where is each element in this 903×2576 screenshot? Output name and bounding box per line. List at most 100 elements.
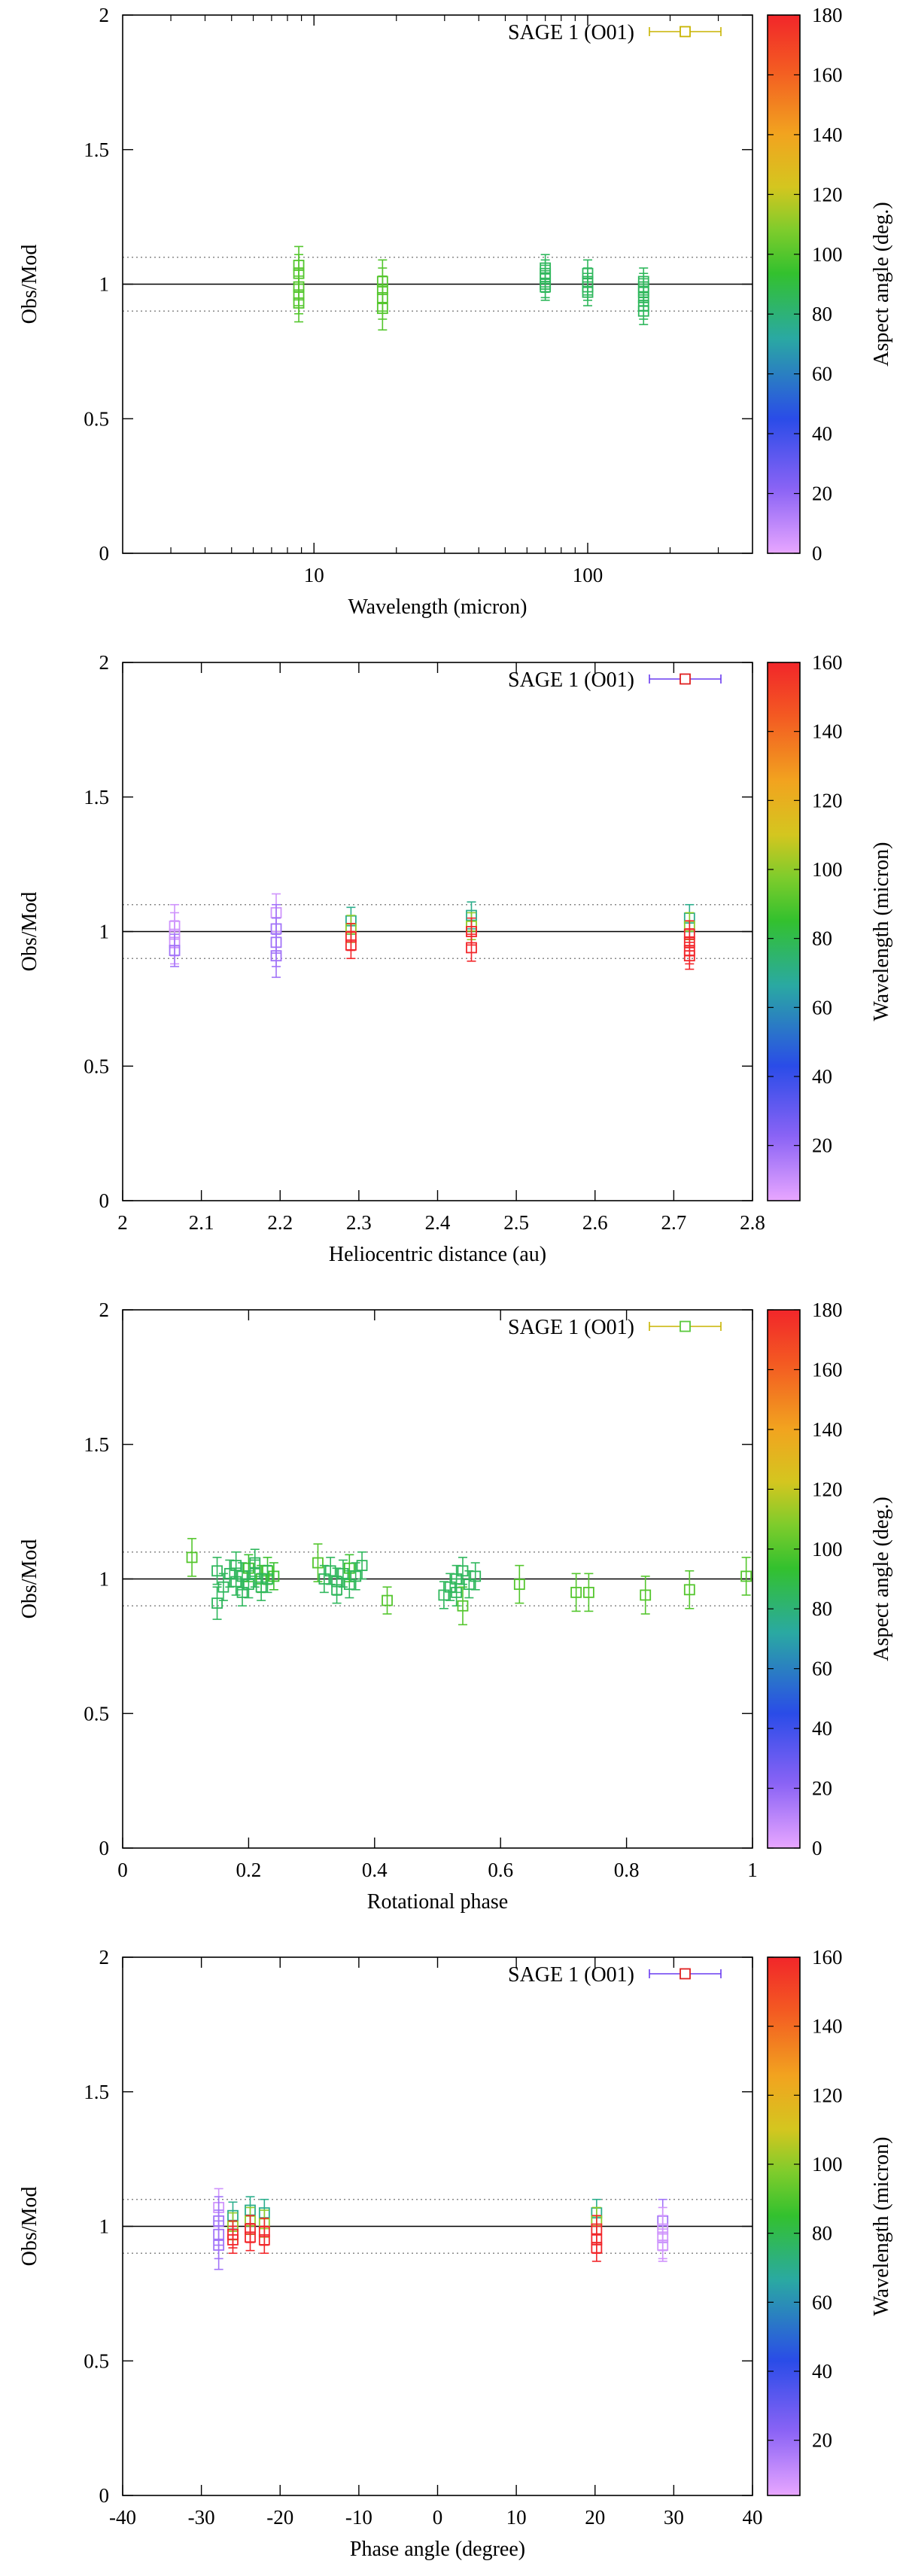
y-axis-label: Obs/Mod [18,245,41,324]
colorbar-tick-label: 80 [812,927,832,950]
data-point [324,1557,336,1585]
marker-square [683,1584,695,1596]
x-tick-label: 2.1 [189,1211,214,1234]
data-point [293,283,305,323]
data-point [376,286,388,331]
colorbar-tick-label: 20 [812,1134,832,1157]
y-tick-label: 1 [99,921,110,943]
colorbar-tick-label: 140 [812,123,843,146]
marker-square [211,1597,223,1609]
marker-square [637,305,649,317]
colorbar-tick-label: 40 [812,2360,832,2383]
colorbar-gradient [767,1309,801,1849]
marker-square [318,1573,330,1585]
data-point [540,273,552,301]
x-tick-label: -10 [345,2506,372,2529]
y-tick-label: 0 [99,1189,110,1212]
y-tick-label: 0.5 [84,2349,109,2372]
y-tick-label: 1 [99,2215,110,2238]
x-tick-label: 2 [117,1211,128,1234]
data-point [186,1538,198,1577]
marker-square [570,1586,582,1598]
legend-marker [680,1968,691,1980]
data-point [350,1562,362,1591]
x-axis-label: Phase angle (degree) [350,2538,525,2561]
data-point [227,2225,239,2255]
data-point [683,1570,695,1609]
y-tick-label: 2 [99,1946,110,1969]
chart-panel-2: 0 0.5 1 1.5 2 2 2.1 2.2 2.3 2.4 2.5 2.6 2.7 2.8 Helioc… [18,651,893,1266]
x-tick-label: 40 [743,2506,763,2529]
x-tick-label: 2.2 [267,1211,293,1234]
colorbar-tick-label: 60 [812,2291,832,2313]
marker-square [223,1567,236,1579]
colorbar-tick-label: 0 [812,542,822,565]
colorbar-tick-label: 140 [812,1418,843,1441]
data-point [591,2233,603,2262]
x-tick-label: 2.6 [582,1211,608,1234]
y-tick-label: 1.5 [84,1433,109,1456]
legend: SAGE 1 (O01) [508,21,722,44]
x-axis-label: Heliocentric distance (au) [329,1243,546,1266]
colorbar-tick-label: 40 [812,1065,832,1088]
legend-marker [680,26,691,38]
colorbar-tick-label: 20 [812,483,832,505]
colorbar-tick-label: 20 [812,2429,832,2452]
legend-label: SAGE 1 (O01) [508,668,634,692]
data-point [451,1578,463,1607]
data-point [262,1564,273,1594]
colorbar-tick-label: 100 [812,1538,843,1561]
colorbar-tick-label: 20 [812,1777,832,1800]
x-tick-label: 10 [304,564,324,586]
colorbar-tick-label: 160 [812,63,843,86]
colorbar-tick-label: 100 [812,243,843,266]
colorbar: 0 20 40 60 80 100 120 140 160 180 Aspect angle (de… [767,4,893,565]
marker-square [230,1560,242,1572]
x-tick-label: 1 [747,1859,758,1881]
colorbar-label: Aspect angle (deg.) [870,1497,893,1661]
x-tick-label: -30 [188,2506,215,2529]
x-tick-label: -40 [109,2506,136,2529]
chart-panel-1: 0 0.5 1 1.5 2 10 100 Wavelength (micron) Obs/Mod… [18,4,893,619]
x-axis-label: Wavelength (micron) [348,595,528,619]
chart-panel-4: 0 0.5 1 1.5 2 -40 -30 -20 -10 0 10 20 30 40 Phase angl… [18,1946,893,2561]
legend-label: SAGE 1 (O01) [508,21,634,44]
marker-square [343,1562,355,1574]
colorbar-label: Wavelength (micron) [870,842,893,1022]
x-tick-label: 2.3 [346,1211,372,1234]
marker-square [186,1551,198,1564]
colorbar-tick-label: 0 [812,1837,822,1859]
y-tick-label: 2 [99,1299,110,1321]
y-tick-label: 1.5 [84,2081,109,2103]
data-point [463,1570,475,1599]
x-tick-label: 20 [585,2506,605,2529]
data-point [470,1562,482,1591]
y-tick-label: 1 [99,273,110,296]
x-tick-label: 0 [117,1859,128,1881]
marker-square [582,1586,594,1598]
data-point [513,1564,525,1604]
x-tick-label: 0.2 [236,1859,262,1881]
colorbar-tick-label: 100 [812,2153,843,2176]
x-tick-label: 2.7 [661,1211,687,1234]
y-tick-label: 0 [99,542,110,565]
colorbar-tick-label: 180 [812,1299,843,1321]
colorbar-label: Aspect angle (deg.) [870,202,893,366]
data-point [657,2228,669,2262]
data-point [211,1557,223,1585]
data-point [312,1543,324,1582]
colorbar-label: Wavelength (micron) [870,2137,893,2316]
colorbar-gradient [767,662,801,1201]
marker-square [683,950,695,962]
legend: SAGE 1 (O01) [508,1316,722,1339]
legend-marker [680,1320,691,1332]
marker-square [582,286,594,298]
y-tick-label: 0.5 [84,1702,109,1725]
data-point [570,1573,582,1612]
marker-square [470,1570,482,1582]
data-point [211,1586,223,1620]
y-tick-label: 0.5 [84,407,109,430]
data-point [438,1581,450,1609]
marker-square [249,1557,261,1569]
